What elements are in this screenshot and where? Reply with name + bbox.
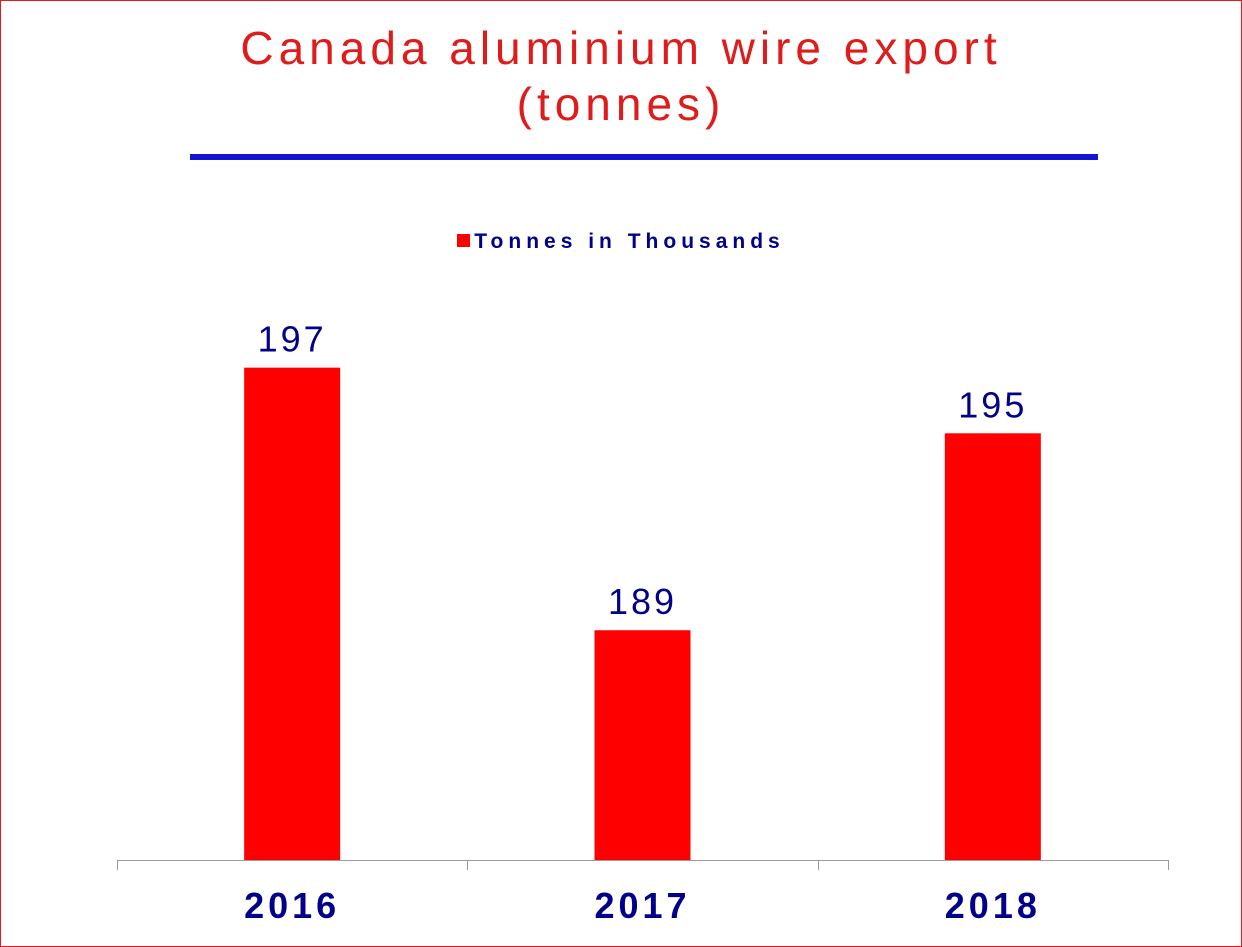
chart-legend: Tonnes in Thousands [0,230,1242,254]
bars-group [244,367,1041,860]
legend-swatch [457,234,471,247]
x-axis [117,860,1169,870]
x-tick-label-2017: 2017 [594,885,690,926]
data-label-2016: 197 [258,319,327,360]
chart-title-line-1: Canada aluminium wire export [240,22,1002,74]
chart-title-line-2: (tonnes) [516,78,726,130]
x-tick-label-2016: 2016 [244,885,340,926]
labels-group: 197 2016 189 2017 195 2018 [244,319,1041,926]
chart-title: Canada aluminium wire export (tonnes) [0,20,1242,132]
legend-label: Tonnes in Thousands [474,230,785,253]
bar-2017 [594,630,691,860]
data-label-2017: 189 [608,581,677,622]
title-underline [190,154,1098,160]
bar-2016 [244,367,341,860]
data-label-2018: 195 [958,384,1027,425]
x-tick-label-2018: 2018 [945,885,1041,926]
bar-2018 [944,433,1041,860]
